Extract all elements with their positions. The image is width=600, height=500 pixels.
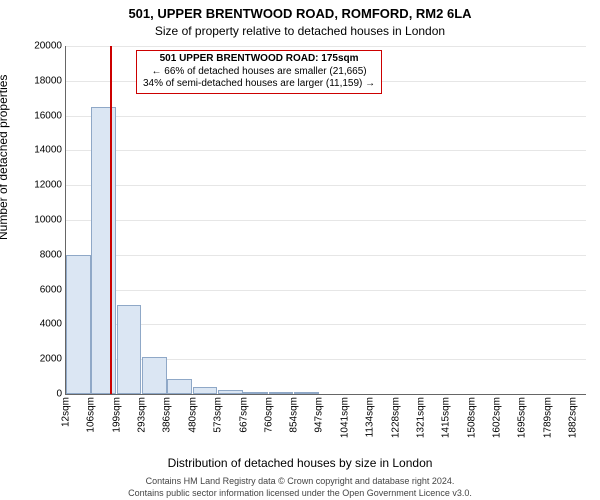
annotation-line-2: ← 66% of detached houses are smaller (21… bbox=[143, 66, 375, 79]
grid-line bbox=[66, 46, 586, 47]
histogram-bar bbox=[117, 305, 142, 394]
plot-area: 0200040006000800010000120001400016000180… bbox=[65, 46, 586, 395]
x-tick-label: 293sqm bbox=[137, 394, 148, 433]
x-tick-label: 1134sqm bbox=[365, 394, 376, 437]
grid-line bbox=[66, 220, 586, 221]
x-tick-label: 1508sqm bbox=[466, 394, 477, 438]
histogram-bar bbox=[91, 107, 116, 394]
x-tick-label: 1789sqm bbox=[542, 394, 553, 438]
y-tick-label: 12000 bbox=[34, 180, 66, 191]
x-tick-label: 1041sqm bbox=[339, 394, 350, 438]
x-tick-label: 1882sqm bbox=[567, 394, 578, 438]
y-tick-label: 16000 bbox=[34, 110, 66, 121]
histogram-bar bbox=[193, 387, 218, 394]
y-tick-label: 6000 bbox=[40, 284, 66, 295]
x-tick-label: 1602sqm bbox=[492, 394, 503, 438]
annotation-box: 501 UPPER BRENTWOOD ROAD: 175sqm← 66% of… bbox=[136, 50, 382, 94]
y-tick-label: 14000 bbox=[34, 145, 66, 156]
grid-line bbox=[66, 116, 586, 117]
x-tick-label: 106sqm bbox=[86, 394, 97, 433]
x-tick-label: 1228sqm bbox=[390, 394, 401, 438]
annotation-line-3: 34% of semi-detached houses are larger (… bbox=[143, 78, 375, 91]
histogram-bar bbox=[142, 357, 167, 394]
y-tick-label: 20000 bbox=[34, 41, 66, 52]
x-tick-label: 760sqm bbox=[263, 394, 274, 433]
x-tick-label: 386sqm bbox=[162, 394, 173, 433]
y-tick-label: 18000 bbox=[34, 75, 66, 86]
y-tick-label: 4000 bbox=[40, 319, 66, 330]
x-tick-label: 854sqm bbox=[289, 394, 300, 433]
x-tick-label: 480sqm bbox=[187, 394, 198, 433]
x-tick-label: 12sqm bbox=[61, 394, 72, 427]
grid-line bbox=[66, 185, 586, 186]
y-axis-label: Number of detached properties bbox=[0, 75, 10, 240]
x-tick-label: 573sqm bbox=[213, 394, 224, 433]
grid-line bbox=[66, 324, 586, 325]
chart-title: 501, UPPER BRENTWOOD ROAD, ROMFORD, RM2 … bbox=[0, 6, 600, 21]
grid-line bbox=[66, 150, 586, 151]
annotation-line-1: 501 UPPER BRENTWOOD ROAD: 175sqm bbox=[143, 53, 375, 66]
chart-subtitle: Size of property relative to detached ho… bbox=[0, 24, 600, 38]
x-tick-label: 947sqm bbox=[314, 394, 325, 433]
y-tick-label: 8000 bbox=[40, 249, 66, 260]
histogram-bar bbox=[167, 379, 192, 394]
grid-line bbox=[66, 290, 586, 291]
x-tick-label: 199sqm bbox=[111, 394, 122, 433]
grid-line bbox=[66, 255, 586, 256]
footer-line-2: Contains public sector information licen… bbox=[0, 488, 600, 498]
footer-line-1: Contains HM Land Registry data © Crown c… bbox=[0, 476, 600, 486]
x-axis-label: Distribution of detached houses by size … bbox=[0, 456, 600, 470]
histogram-bar bbox=[66, 255, 91, 394]
chart-container: 501, UPPER BRENTWOOD ROAD, ROMFORD, RM2 … bbox=[0, 0, 600, 500]
x-tick-label: 1415sqm bbox=[441, 394, 452, 438]
x-tick-label: 667sqm bbox=[238, 394, 249, 433]
x-tick-label: 1321sqm bbox=[415, 394, 426, 438]
x-tick-label: 1695sqm bbox=[517, 394, 528, 438]
y-tick-label: 10000 bbox=[34, 215, 66, 226]
marker-line bbox=[110, 46, 112, 394]
y-tick-label: 2000 bbox=[40, 354, 66, 365]
